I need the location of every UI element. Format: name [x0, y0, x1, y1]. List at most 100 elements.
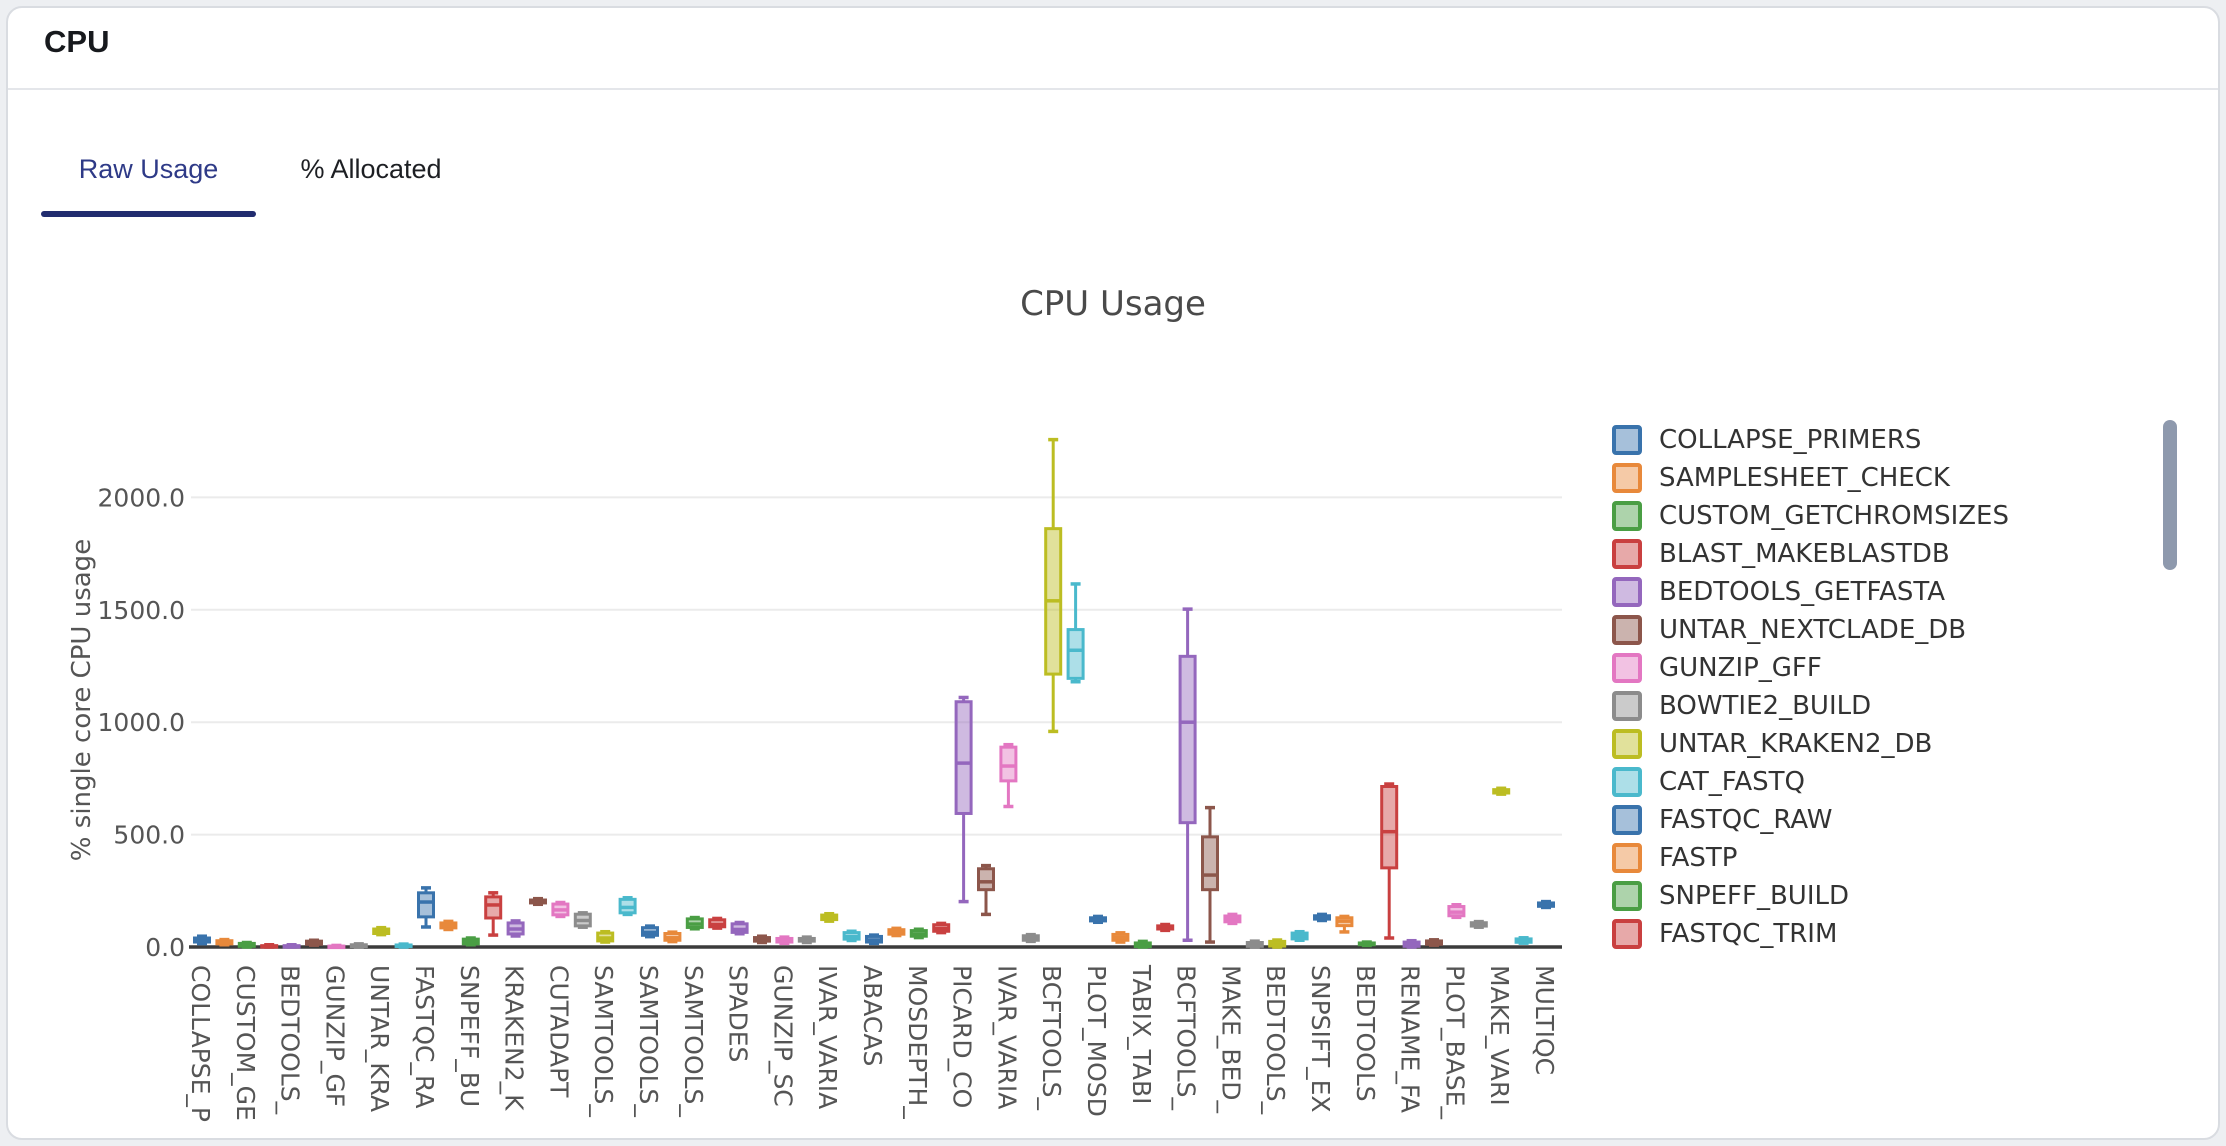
- legend-item[interactable]: CUSTOM_GETCHROMSIZES: [1612, 497, 2009, 535]
- y-tick-label: 1500.0: [98, 596, 185, 625]
- legend-label: CUSTOM_GETCHROMSIZES: [1659, 501, 2009, 531]
- box-plot-item: [887, 926, 906, 938]
- box-plot-item: [215, 937, 234, 947]
- box-plot-item: [909, 927, 928, 940]
- box-plot-item: [1111, 931, 1130, 944]
- x-tick-label: BEDTOOLS: [1351, 965, 1380, 1102]
- box-plot-item: [1044, 437, 1063, 734]
- header-divider: [8, 88, 2218, 90]
- box-plot-item: [1245, 939, 1264, 949]
- x-tick-label: BEDTOOLS_: [276, 965, 305, 1115]
- legend-label: BLAST_MAKEBLASTDB: [1659, 539, 1950, 569]
- box-plot-item: [551, 900, 570, 919]
- box-plot-item: [1447, 902, 1466, 920]
- box-plot-item: [1133, 939, 1152, 949]
- x-tick-label: RENAME_FA: [1396, 965, 1425, 1113]
- y-tick-label: 1000.0: [98, 708, 185, 737]
- legend-label: FASTQC_TRIM: [1659, 919, 1838, 949]
- x-tick-label: PLOT_MOSD: [1082, 965, 1111, 1117]
- legend-item[interactable]: SAMPLESHEET_CHECK: [1612, 459, 2009, 497]
- tab-percent-allocated[interactable]: % Allocated: [300, 154, 442, 184]
- box-plot-item: [1201, 805, 1219, 944]
- box-plot-item: [484, 891, 503, 937]
- box-plot-item: [865, 933, 883, 946]
- legend-label: BOWTIE2_BUILD: [1659, 691, 1872, 721]
- legend-swatch-icon: [1612, 615, 1642, 645]
- x-tick-label: CUSTOM_GE: [231, 965, 260, 1121]
- box-plot-item: [708, 916, 727, 930]
- box-plot-item: [439, 919, 458, 932]
- legend-swatch-icon: [1612, 691, 1642, 721]
- x-tick-label: IVAR_VARIA: [992, 965, 1021, 1109]
- chart-legend: COLLAPSE_PRIMERS SAMPLESHEET_CHECK CUSTOM_…: [1612, 421, 2009, 953]
- box-plot-item: [663, 930, 682, 944]
- box-plot-item: [573, 911, 592, 929]
- box-plot-item: [1223, 912, 1242, 926]
- box-plot-item: [999, 742, 1018, 809]
- legend-item[interactable]: UNTAR_NEXTCLADE_DB: [1612, 611, 2009, 649]
- legend-item[interactable]: BEDTOOLS_GETFASTA: [1612, 573, 2009, 611]
- box-plot-item: [1537, 899, 1555, 910]
- card-title: CPU: [44, 24, 110, 59]
- x-tick-label: SAMTOOLS_: [589, 965, 618, 1117]
- legend-item[interactable]: FASTP: [1612, 839, 2009, 877]
- y-axis-title: % single core CPU usage: [67, 539, 97, 861]
- box-plot-item: [260, 943, 279, 949]
- x-tick-label: GUNZIP_SC: [768, 965, 797, 1107]
- box-plot-item: [1492, 786, 1511, 796]
- box-plot-item: [349, 942, 368, 949]
- legend-swatch-icon: [1612, 881, 1642, 911]
- box-plot-item: [1425, 938, 1443, 947]
- box-plot-item: [797, 935, 816, 945]
- y-tick-label: 500.0: [113, 821, 185, 850]
- legend-label: UNTAR_KRAKEN2_DB: [1659, 729, 1933, 759]
- x-tick-label: BCFTOOLS_: [1037, 965, 1066, 1111]
- legend-item[interactable]: BLAST_MAKEBLASTDB: [1612, 535, 2009, 573]
- legend-label: UNTAR_NEXTCLADE_DB: [1659, 615, 1967, 645]
- box-plot-item: [954, 695, 973, 904]
- box-plot-item: [1357, 940, 1376, 948]
- legend-swatch-icon: [1612, 653, 1642, 683]
- box-plot-item: [1469, 919, 1488, 929]
- x-tick-label: BCFTOOLS_: [1172, 965, 1201, 1111]
- legend-item[interactable]: CAT_FASTQ: [1612, 763, 2009, 801]
- box-plot-item: [641, 924, 659, 939]
- legend-item[interactable]: BOWTIE2_BUILD: [1612, 687, 2009, 725]
- legend-swatch-icon: [1612, 843, 1642, 873]
- legend-item[interactable]: FASTQC_RAW: [1612, 801, 2009, 839]
- box-plot-item: [1021, 932, 1040, 944]
- box-plot-item: [282, 943, 301, 949]
- box-plot-item: [820, 911, 839, 923]
- active-tab-underline: [41, 211, 256, 217]
- x-tick-label: UNTAR_KRA: [365, 965, 394, 1112]
- box-plot-item: [327, 943, 346, 950]
- tab-raw-usage[interactable]: Raw Usage: [78, 154, 219, 184]
- box-plot-item: [1178, 607, 1197, 943]
- legend-item[interactable]: SNPEFF_BUILD: [1612, 877, 2009, 915]
- x-tick-label: TABIX_TABI: [1127, 964, 1156, 1105]
- legend-swatch-icon: [1612, 729, 1642, 759]
- x-tick-label: ABACAS: [858, 965, 887, 1066]
- legend-item[interactable]: UNTAR_KRAKEN2_DB: [1612, 725, 2009, 763]
- y-tick-label: 2000.0: [98, 483, 185, 512]
- legend-scrollbar-thumb[interactable]: [2163, 420, 2177, 570]
- box-plot-item: [1290, 929, 1309, 943]
- x-tick-label: SNPEFF_BU: [455, 965, 484, 1107]
- box-plot-item: [1514, 936, 1533, 945]
- box-plot-item: [1268, 938, 1287, 949]
- legend-item[interactable]: GUNZIP_GFF: [1612, 649, 2009, 687]
- legend-item[interactable]: FASTQC_TRIM: [1612, 915, 2009, 953]
- legend-item[interactable]: COLLAPSE_PRIMERS: [1612, 421, 2009, 459]
- box-plot-item: [1402, 938, 1421, 949]
- x-tick-label: BEDTOOLS_: [1261, 965, 1290, 1115]
- x-tick-label: SPADES: [724, 965, 753, 1062]
- x-tick-label: PICARD_CO: [948, 965, 977, 1108]
- box-plot-item: [417, 886, 435, 929]
- box-plot-item: [1335, 914, 1354, 934]
- legend-label: COLLAPSE_PRIMERS: [1659, 425, 1922, 455]
- legend-label: FASTQC_RAW: [1659, 805, 1833, 835]
- x-tick-label: MAKE_VARI: [1485, 965, 1514, 1106]
- box-plot-item: [193, 934, 211, 946]
- x-tick-label: PLOT_BASE_: [1440, 965, 1469, 1119]
